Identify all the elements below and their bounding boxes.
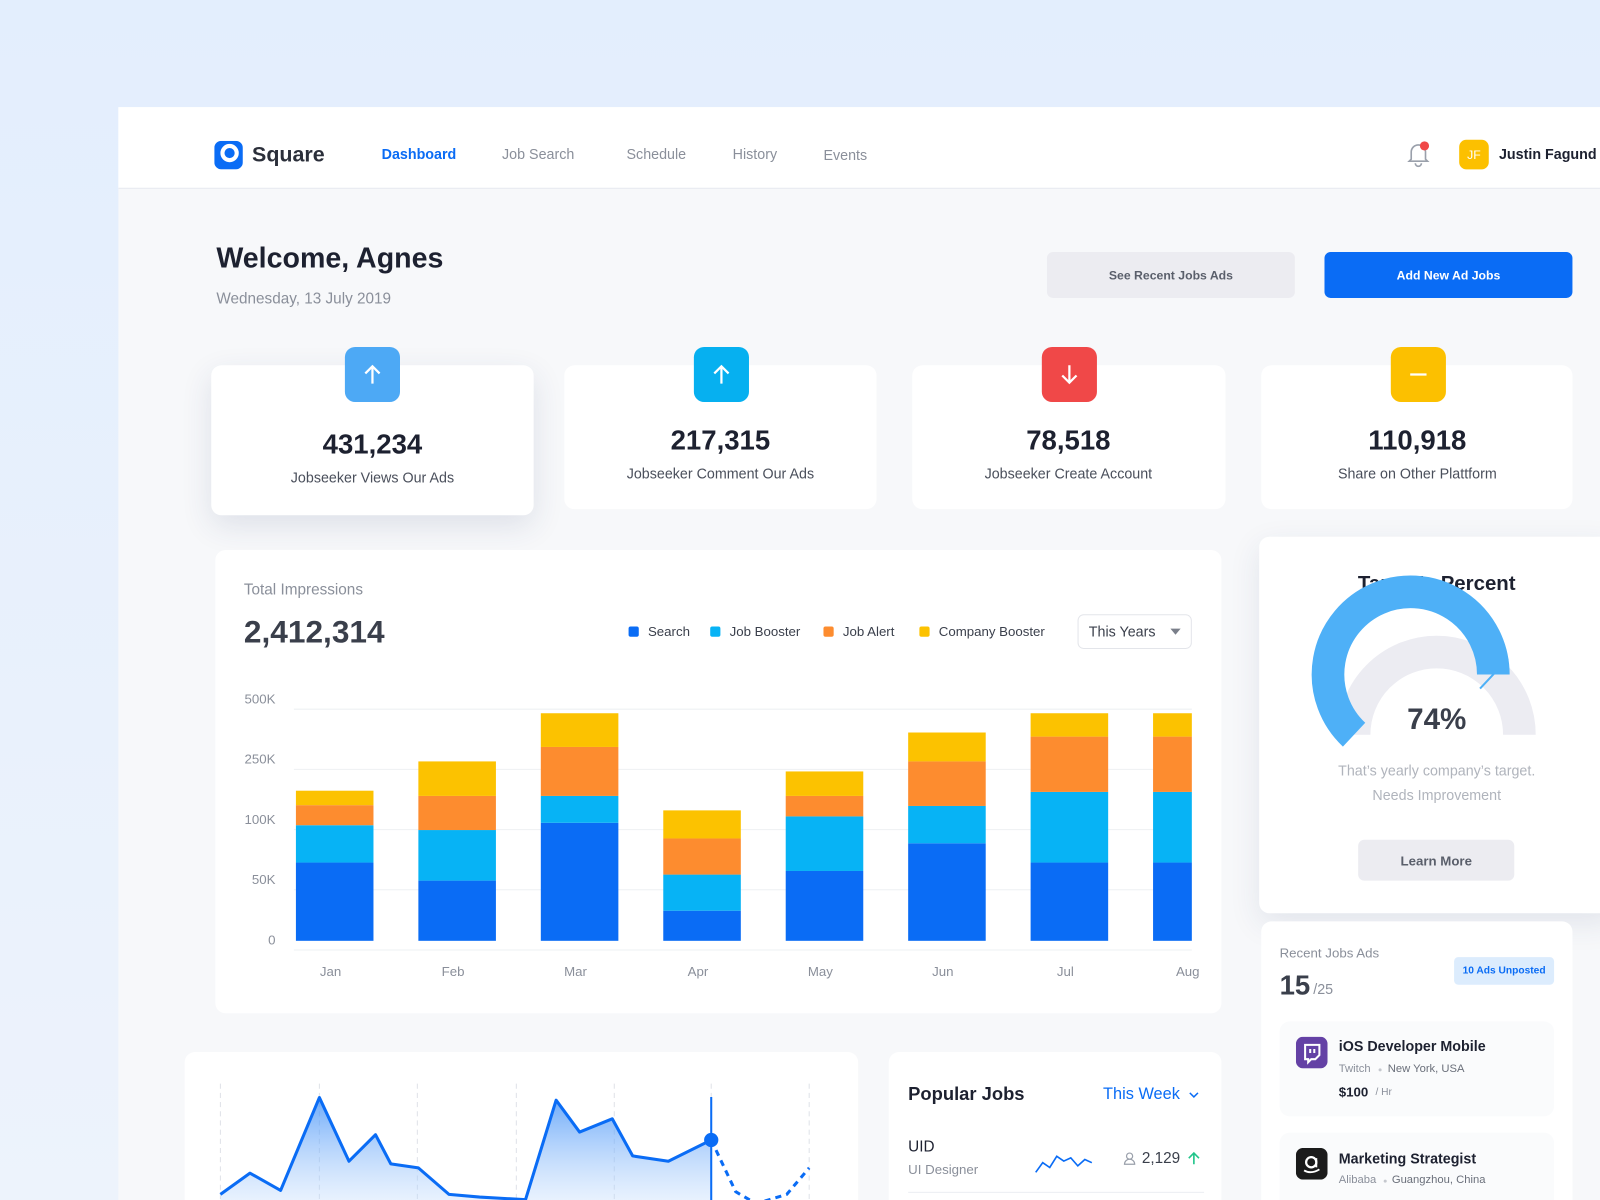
brand[interactable]: Square [252, 143, 325, 167]
impressions-total: 2,412,314 [243, 613, 385, 650]
period-label[interactable]: This Years [1088, 623, 1156, 640]
top-bar [118, 107, 1600, 189]
impressions-title: Total Impressions [243, 581, 363, 599]
stat-label: Share on Other Plattform [1337, 465, 1497, 482]
popular-jobs-title: Popular Jobs [908, 1083, 1025, 1105]
stat-value: 217,315 [670, 424, 771, 456]
unposted-badge[interactable]: 10 Ads Unposted [1454, 957, 1555, 985]
welcome-title: Welcome, Agnes [216, 241, 444, 274]
nav-link[interactable]: History [732, 145, 778, 163]
job-item[interactable] [1279, 1021, 1555, 1117]
stat-label: Jobseeker Comment Our Ads [626, 465, 815, 482]
popular-jobs-card [888, 1052, 1222, 1200]
neutral-icon [1390, 346, 1446, 403]
up-icon [693, 346, 749, 403]
stat-label: Jobseeker Views Our Ads [290, 469, 455, 486]
job-location: New York, USA [1387, 1062, 1465, 1075]
job-title[interactable]: Marketing Strategist [1338, 1149, 1477, 1167]
up-icon [344, 346, 400, 403]
date: Wednesday, 13 July 2019 [216, 290, 392, 308]
stat-label: Jobseeker Create Account [984, 465, 1153, 482]
add-job-button[interactable]: Add New Ad Jobs [1324, 252, 1573, 298]
trend-card [184, 1052, 859, 1200]
nav-link[interactable]: Job Search [502, 145, 575, 163]
learn-more-button[interactable]: Learn More [1358, 839, 1515, 881]
job-role: UI Designer [908, 1161, 979, 1178]
nav-link[interactable]: Events [823, 146, 868, 164]
recent-jobs-total: /25 [1313, 980, 1334, 997]
dropdown-caret [1170, 628, 1181, 635]
job-company: Alibaba [1338, 1173, 1377, 1187]
recent-jobs-title: Recent Jobs Ads [1279, 945, 1380, 961]
job-title[interactable]: iOS Developer Mobile [1338, 1037, 1486, 1055]
logo-icon [214, 140, 243, 170]
target-text: That’s yearly company’s target. [1338, 762, 1536, 779]
recent-jobs-button[interactable]: See Recent Jobs Ads [1046, 252, 1295, 298]
user-name[interactable]: Justin Fagund [1498, 145, 1597, 163]
job-price-unit: / Hr [1375, 1086, 1392, 1098]
trend-up-icon [1188, 1151, 1200, 1165]
recent-jobs-count: 15 [1279, 969, 1311, 1001]
job-code: UID [908, 1138, 935, 1156]
stat-value: 78,518 [1026, 424, 1111, 456]
notification-bell[interactable] [1406, 139, 1433, 168]
row-divider [908, 1191, 1205, 1193]
separator-dot [1378, 1068, 1382, 1072]
avatar[interactable]: JF [1459, 139, 1489, 170]
nav-link[interactable]: Schedule [626, 145, 687, 163]
job-location: Guangzhou, China [1391, 1173, 1486, 1187]
target-title: Target’s Percent [1357, 572, 1516, 595]
week-filter[interactable]: This Week [1103, 1085, 1180, 1104]
user-icon [1123, 1152, 1136, 1165]
stat-value: 110,918 [1368, 424, 1467, 456]
job-company: Twitch [1338, 1062, 1371, 1075]
company-logo [1295, 1147, 1328, 1180]
job-count: 2,129 [1141, 1149, 1181, 1167]
down-icon [1041, 346, 1097, 403]
separator-dot [1383, 1179, 1387, 1183]
filter-chevron [1189, 1092, 1199, 1099]
nav-link[interactable]: Dashboard [381, 145, 457, 163]
target-text: Needs Improvement [1372, 786, 1502, 804]
job-price: $100 [1338, 1084, 1369, 1100]
stat-value: 431,234 [322, 429, 423, 460]
period-dropdown[interactable] [1077, 614, 1192, 649]
company-logo [1295, 1036, 1328, 1069]
